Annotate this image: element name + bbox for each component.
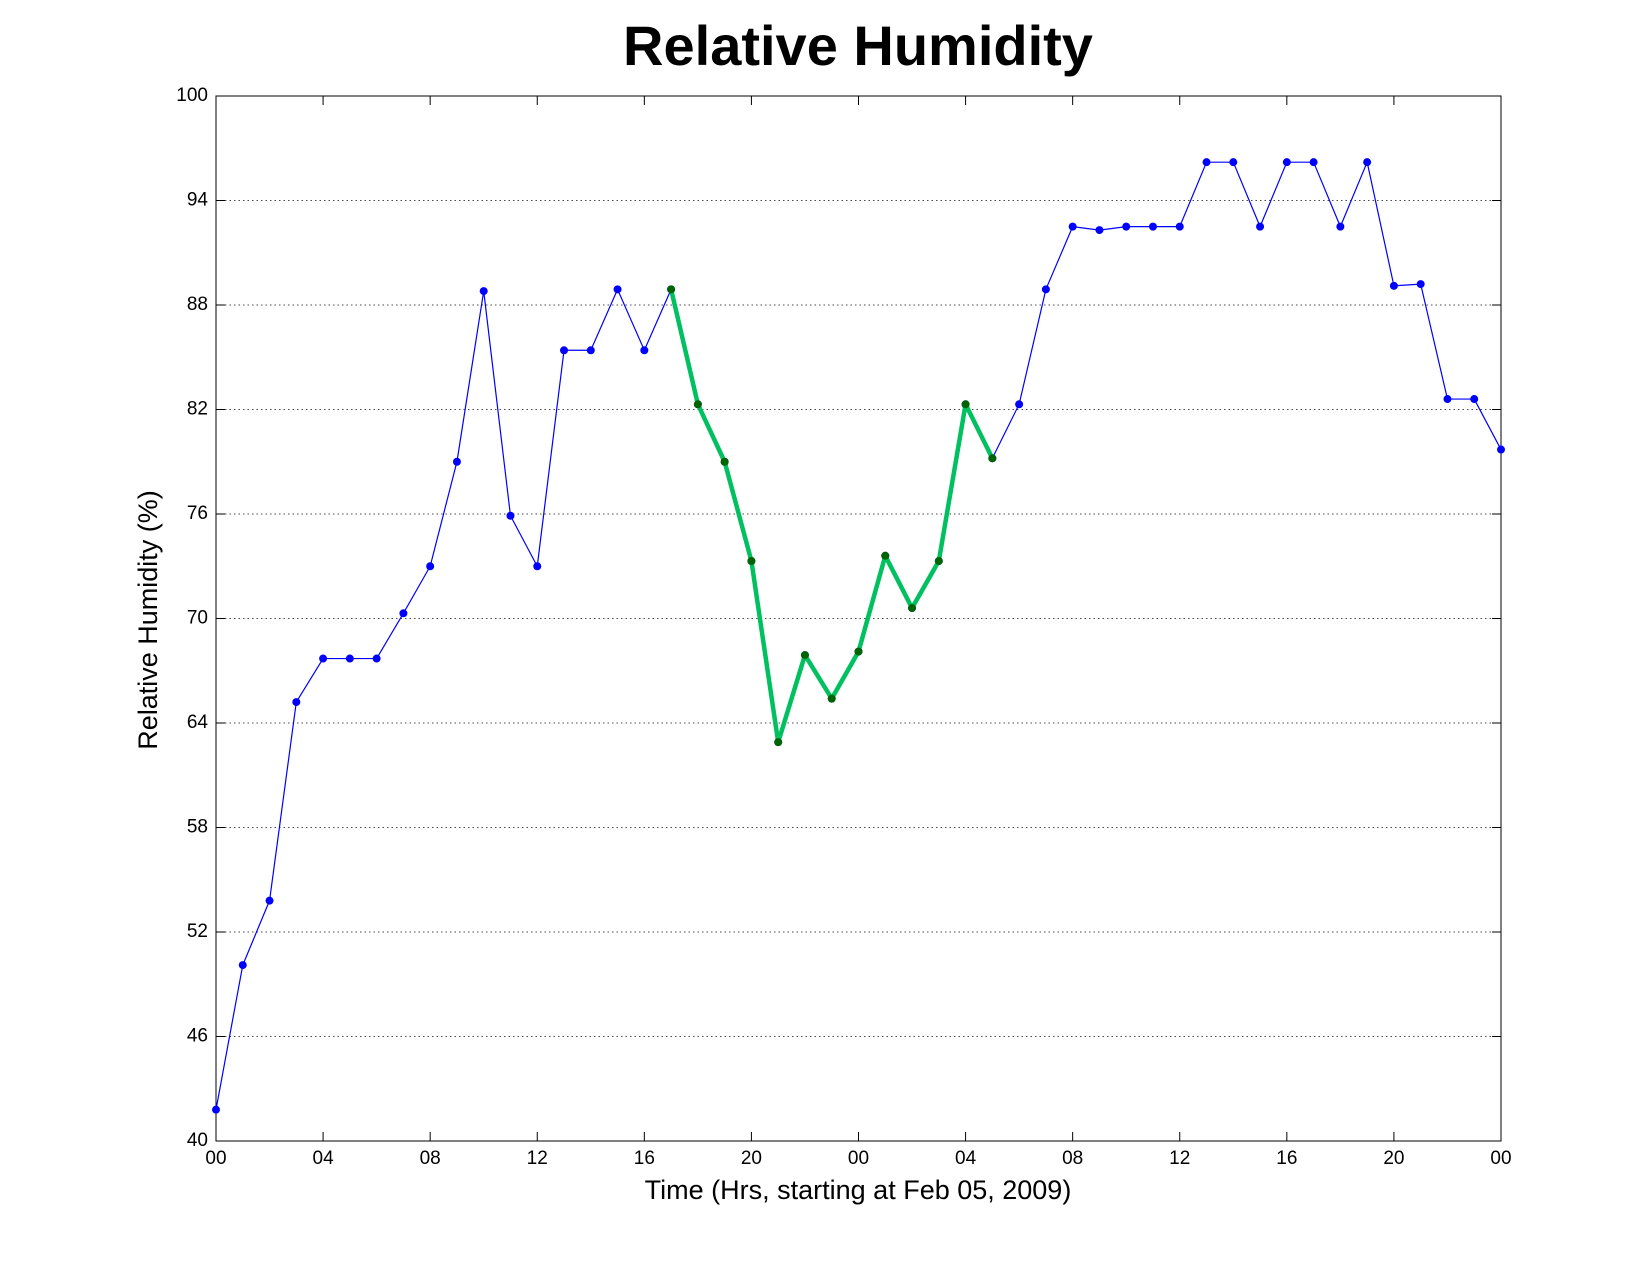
- plot-frame: [215, 95, 1502, 1142]
- data-point: [1389, 281, 1398, 290]
- x-tick-label: 04: [313, 1148, 335, 1169]
- data-point: [854, 647, 863, 656]
- y-axis-label: Relative Humidity (%): [133, 490, 163, 750]
- y-tick-label: 64: [187, 712, 209, 733]
- data-point: [800, 651, 809, 660]
- data-point: [1068, 222, 1077, 231]
- x-tick-label: 20: [1383, 1148, 1404, 1169]
- data-point: [399, 609, 408, 618]
- data-point: [1256, 222, 1265, 231]
- data-point: [506, 511, 515, 520]
- y-tick-label: 58: [187, 817, 208, 838]
- data-point: [1148, 222, 1157, 231]
- data-point: [426, 562, 435, 571]
- x-tick-label: 20: [741, 1148, 762, 1169]
- data-point: [265, 896, 274, 905]
- y-tick-label: 46: [187, 1026, 208, 1047]
- data-point: [1229, 158, 1238, 167]
- data-point: [881, 551, 890, 560]
- x-tick-label: 12: [1169, 1148, 1190, 1169]
- x-tick-label: 04: [955, 1148, 977, 1169]
- y-tick-label: 52: [187, 921, 208, 942]
- data-point: [613, 285, 622, 294]
- data-point: [319, 654, 328, 663]
- data-point: [1175, 222, 1184, 231]
- x-tick-label: 08: [420, 1148, 441, 1169]
- data-point: [1363, 158, 1372, 167]
- data-point: [667, 285, 676, 294]
- data-point: [1122, 222, 1131, 231]
- y-tick-label: 76: [187, 503, 208, 524]
- data-point: [560, 346, 569, 355]
- data-point: [1282, 158, 1291, 167]
- data-point: [345, 654, 354, 663]
- x-tick-label: 00: [1490, 1148, 1511, 1169]
- data-point: [693, 400, 702, 409]
- data-point: [747, 557, 756, 566]
- data-point: [452, 457, 461, 466]
- data-point: [1202, 158, 1211, 167]
- data-point: [908, 604, 917, 613]
- data-point: [238, 961, 247, 970]
- data-point: [988, 454, 997, 463]
- y-tick-label: 94: [187, 190, 209, 211]
- data-point: [934, 557, 943, 566]
- data-point: [1416, 280, 1425, 289]
- data-point: [586, 346, 595, 355]
- data-point: [1497, 445, 1505, 454]
- x-tick-label: 16: [1276, 1148, 1297, 1169]
- y-tick-label: 88: [187, 294, 208, 315]
- x-tick-label: 16: [634, 1148, 655, 1169]
- x-tick-label: 12: [527, 1148, 548, 1169]
- data-point: [1309, 158, 1318, 167]
- y-tick-label: 40: [187, 1130, 208, 1151]
- series-line: [668, 288, 995, 745]
- x-tick-label: 00: [205, 1148, 226, 1169]
- series-line: [215, 161, 1502, 1110]
- y-tick-label: 100: [176, 85, 208, 106]
- data-point: [212, 1105, 220, 1114]
- data-point: [640, 346, 649, 355]
- data-point: [292, 698, 301, 707]
- data-point: [774, 738, 783, 747]
- y-tick-label: 82: [187, 399, 208, 420]
- data-point: [372, 654, 381, 663]
- data-point: [1336, 222, 1345, 231]
- data-point: [961, 400, 970, 409]
- data-point: [1041, 285, 1050, 294]
- chart-title: Relative Humidity: [623, 14, 1093, 77]
- data-point: [1443, 395, 1452, 404]
- data-point: [1015, 400, 1024, 409]
- data-point: [720, 457, 729, 466]
- x-tick-label: 00: [848, 1148, 869, 1169]
- x-tick-label: 08: [1062, 1148, 1083, 1169]
- data-point: [827, 694, 836, 703]
- data-point: [533, 562, 542, 571]
- data-point: [1470, 395, 1479, 404]
- data-point: [479, 287, 488, 296]
- data-point: [1095, 226, 1104, 235]
- x-axis-label: Time (Hrs, starting at Feb 05, 2009): [645, 1175, 1072, 1205]
- y-tick-label: 70: [187, 608, 208, 629]
